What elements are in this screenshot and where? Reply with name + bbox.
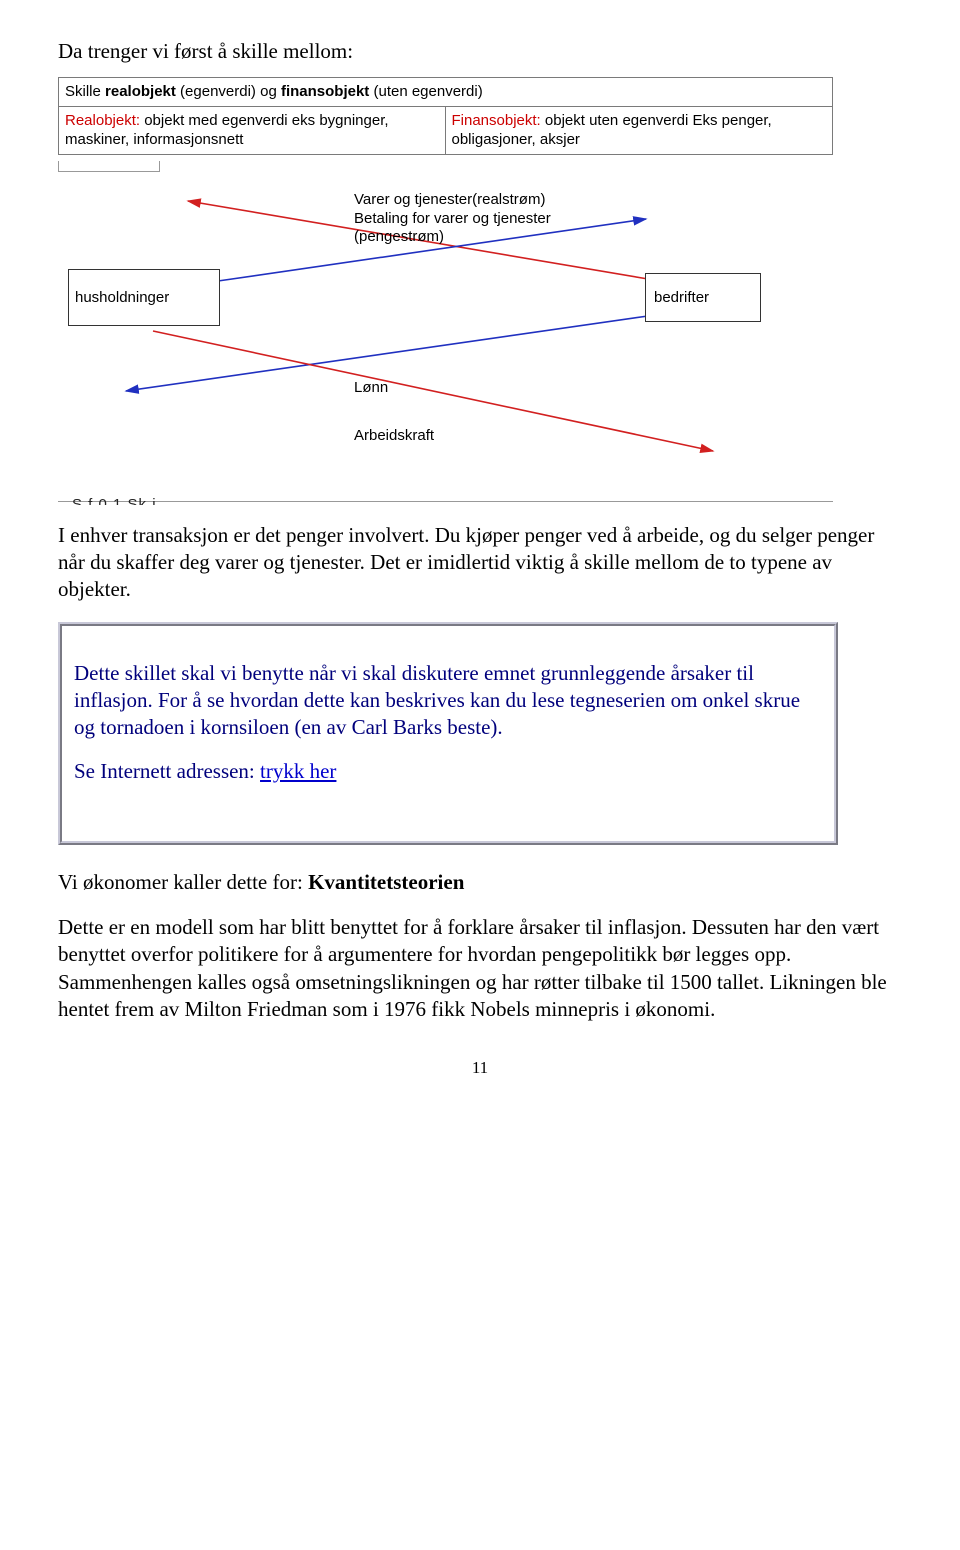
node-husholdninger: husholdninger (68, 269, 220, 327)
paragraph-1: I enhver transaksjon er det penger invol… (58, 522, 902, 604)
def-header-term-1: realobjekt (105, 83, 176, 100)
def-cell-right: Finansobjekt: objekt uten egenverdi Eks … (446, 107, 833, 154)
node-bedrifter: bedrifter (645, 273, 761, 323)
flow-diagram: husholdninger bedrifter Varer og tjenest… (58, 161, 833, 502)
paragraph-2: Vi økonomer kaller dette for: Kvantitets… (58, 869, 902, 896)
def-table-header: Skille realobjekt (egenverdi) og finanso… (59, 78, 832, 107)
callout-box: Dette skillet skal vi benytte når vi ska… (58, 622, 838, 845)
callout-p2: Se Internett adressen: trykk her (74, 758, 822, 785)
realobjekt-label: Realobjekt: (65, 112, 140, 129)
callout-p1: Dette skillet skal vi benytte når vi ska… (74, 660, 822, 742)
diagram-truncated-caption: S f 0 1 Sk i (72, 493, 157, 505)
intro-text: Da trenger vi først å skille mellom: (58, 38, 902, 65)
kvantitet-lead: Vi økonomer kaller dette for: (58, 870, 308, 894)
def-header-text-1: Skille (65, 83, 105, 100)
page-number: 11 (58, 1057, 902, 1079)
def-header-term-2: finansobjekt (281, 83, 369, 100)
trykk-her-link[interactable]: trykk her (260, 759, 336, 783)
def-header-text-2: (egenverdi) og (176, 83, 281, 100)
definition-table: Skille realobjekt (egenverdi) og finanso… (58, 77, 833, 155)
diagram-top-notch (58, 161, 160, 172)
finansobjekt-label: Finansobjekt: (452, 112, 541, 129)
paragraph-3: Dette er en modell som har blitt benytte… (58, 914, 902, 1023)
flow-label-arbeid: Arbeidskraft (354, 427, 434, 446)
flow-label-top: Varer og tjenester(realstrøm) Betaling f… (354, 191, 594, 247)
def-cell-left: Realobjekt: objekt med egenverdi eks byg… (59, 107, 446, 154)
def-header-text-3: (uten egenverdi) (369, 83, 482, 100)
kvantitetsteorien-term: Kvantitetsteorien (308, 870, 464, 894)
callout-link-prefix: Se Internett adressen: (74, 759, 260, 783)
flow-label-lonn: Lønn (354, 379, 388, 398)
